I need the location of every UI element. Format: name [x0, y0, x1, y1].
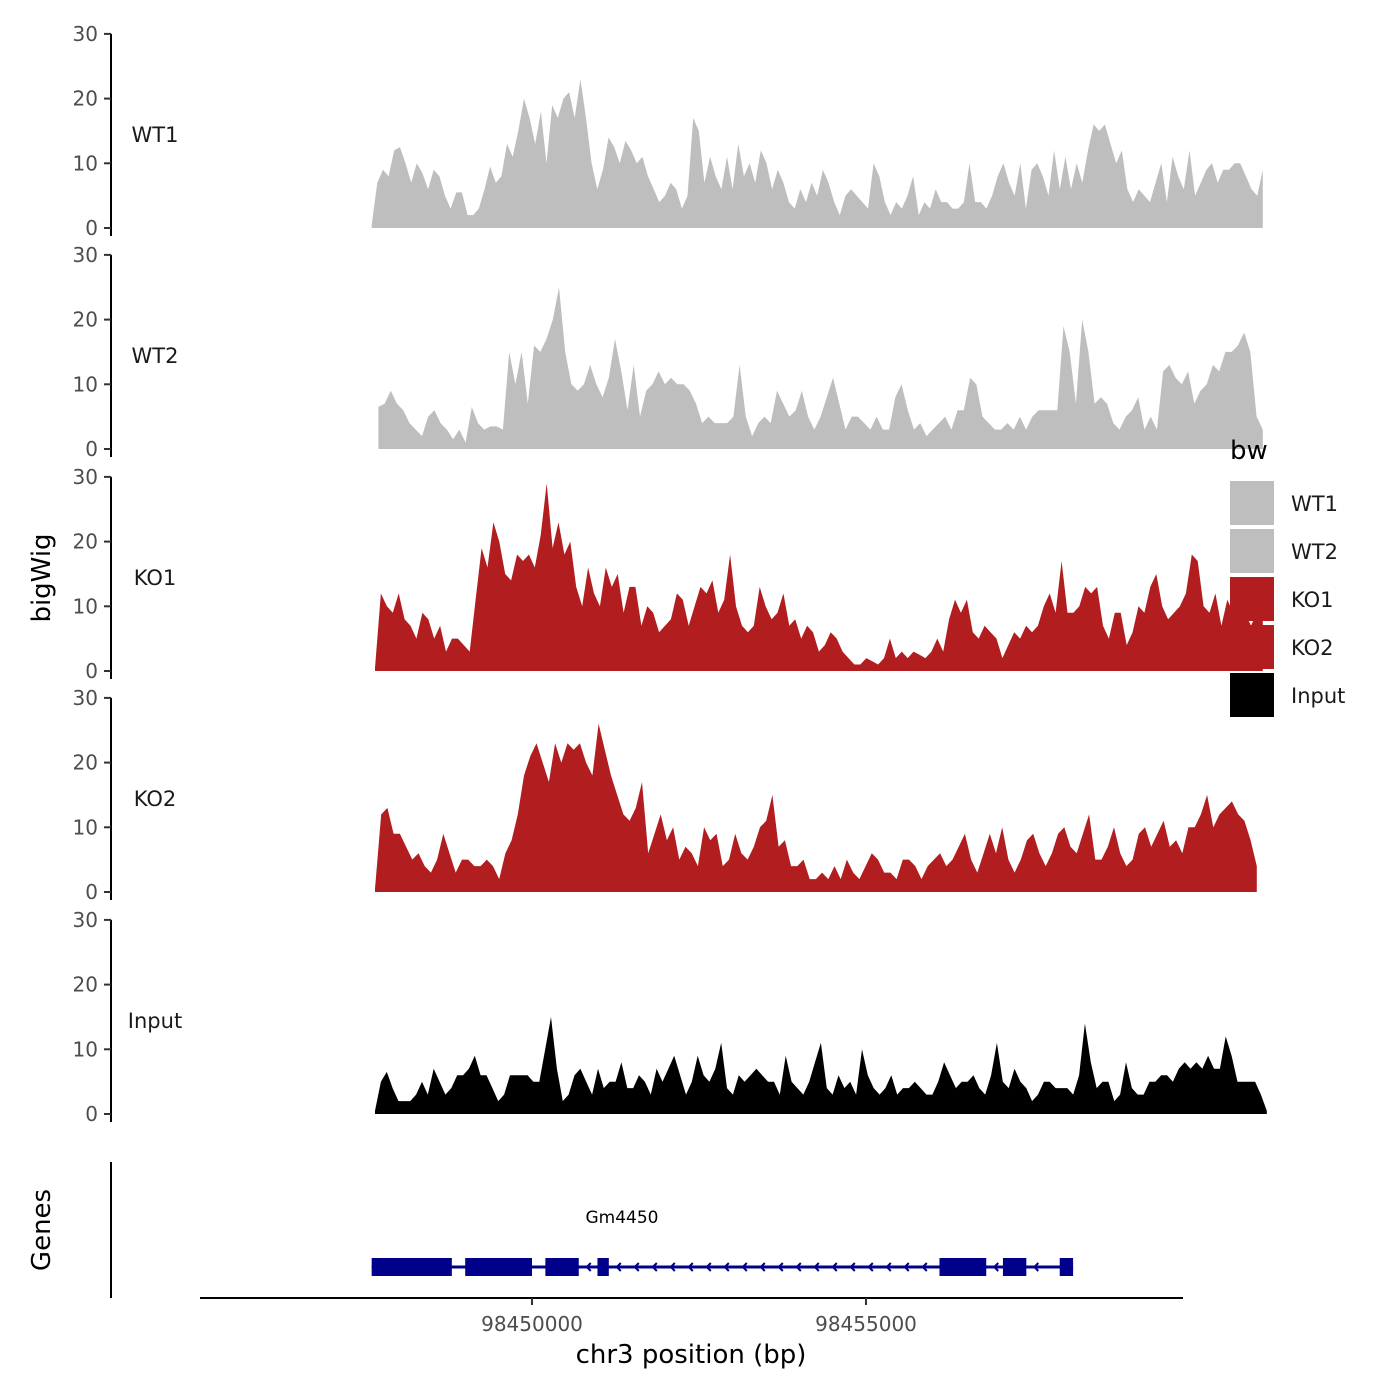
x-axis: 98450000 98455000 [200, 1297, 1183, 1336]
legend: bw WT1 WT2 KO1 KO2 Input [1230, 436, 1345, 717]
legend-label-input: Input [1291, 684, 1345, 708]
strand-arrow [585, 1262, 592, 1272]
gene-exon [371, 1258, 452, 1276]
x-tick-label: 98455000 [815, 1312, 917, 1336]
y-axis-input: 0 10 20 30 [73, 908, 112, 1126]
y-tick-label: 30 [73, 908, 98, 932]
track-input: Input [128, 1009, 1267, 1114]
gene-exon [1002, 1258, 1027, 1276]
y-axis-ko2: 0 10 20 30 [73, 686, 112, 904]
legend-key-input [1230, 673, 1274, 717]
track-label-wt1: WT1 [132, 123, 179, 147]
signal-area-wt2 [378, 287, 1263, 449]
strand-arrow [795, 1262, 802, 1272]
y-tick-label: 0 [85, 1102, 98, 1126]
y-tick-label: 20 [73, 973, 98, 997]
y-tick-label: 10 [73, 594, 98, 618]
y-tick-label: 0 [85, 437, 98, 461]
legend-key-wt1 [1230, 481, 1274, 525]
strand-arrow [723, 1262, 730, 1272]
y-tick-label: 30 [73, 243, 98, 267]
strand-arrow [813, 1262, 820, 1272]
signal-area-input [375, 1017, 1267, 1114]
y-tick-label: 10 [73, 372, 98, 396]
legend-key-ko1 [1230, 577, 1274, 621]
strand-arrow [615, 1262, 622, 1272]
y-tick-label: 20 [73, 308, 98, 332]
y-tick-label: 10 [73, 1037, 98, 1061]
legend-key-ko2 [1230, 625, 1274, 669]
y-tick-label: 10 [73, 151, 98, 175]
gene-exon [597, 1258, 609, 1276]
y-tick-label: 0 [85, 659, 98, 683]
strand-arrow [831, 1262, 838, 1272]
strand-arrow [759, 1262, 766, 1272]
y-tick-label: 0 [85, 216, 98, 240]
strand-arrow [687, 1262, 694, 1272]
strand-arrow [633, 1262, 640, 1272]
track-wt1: WT1 [132, 79, 1263, 228]
signal-area-ko1 [375, 483, 1263, 671]
track-ko2: KO2 [134, 723, 1257, 892]
gene-name-label: Gm4450 [586, 1208, 659, 1228]
x-tick-label: 98450000 [481, 1312, 583, 1336]
gene-exon [465, 1258, 532, 1276]
strand-arrow [903, 1262, 910, 1272]
track-label-input: Input [128, 1009, 182, 1033]
gene-exon [1059, 1258, 1074, 1276]
track-label-ko2: KO2 [134, 787, 177, 811]
legend-label-ko1: KO1 [1291, 588, 1334, 612]
genes-panel: Genes Gm4450 [27, 1162, 1074, 1298]
legend-label-wt1: WT1 [1291, 492, 1338, 516]
y-tick-label: 30 [73, 465, 98, 489]
track-label-wt2: WT2 [132, 344, 179, 368]
y-tick-label: 20 [73, 87, 98, 111]
track-label-ko1: KO1 [134, 566, 177, 590]
y-tick-label: 10 [73, 815, 98, 839]
strand-arrow [705, 1262, 712, 1272]
legend-key-wt2 [1230, 529, 1274, 573]
track-ko1: KO1 [134, 483, 1263, 671]
y-tick-label: 30 [73, 22, 98, 46]
gene-exon [939, 1258, 987, 1276]
legend-label-wt2: WT2 [1291, 540, 1338, 564]
genes-axis-title: Genes [27, 1189, 57, 1271]
strand-arrow [867, 1262, 874, 1272]
strand-arrow [849, 1262, 856, 1272]
signal-tracks: WT1 WT2 KO1 KO2 Input [128, 79, 1267, 1114]
strand-arrow [921, 1262, 928, 1272]
gene-gm4450: Gm4450 [371, 1208, 1074, 1276]
legend-title: bw [1230, 436, 1268, 466]
track-wt2: WT2 [132, 287, 1263, 449]
strand-arrow [1032, 1262, 1040, 1272]
legend-label-ko2: KO2 [1291, 636, 1334, 660]
gene-models: Gm4450 [371, 1208, 1074, 1276]
y-axis-ko1: 0 10 20 30 [73, 465, 112, 683]
y-axis-wt2: 0 10 20 30 [73, 243, 112, 461]
y-tick-label: 0 [85, 880, 98, 904]
strand-arrow [651, 1262, 658, 1272]
strand-arrow [669, 1262, 676, 1272]
y-tick-label: 20 [73, 530, 98, 554]
y-tick-label: 30 [73, 686, 98, 710]
strand-arrow [741, 1262, 748, 1272]
y-tick-label: 20 [73, 751, 98, 775]
signal-area-ko2 [375, 723, 1257, 892]
strand-arrow [992, 1262, 999, 1272]
strand-arrow [777, 1262, 784, 1272]
x-axis-title: chr3 position (bp) [576, 1340, 807, 1370]
signal-area-wt1 [371, 79, 1263, 228]
strand-arrow [885, 1262, 892, 1272]
y-axis-title: bigWig [27, 533, 57, 622]
y-axes: 0 10 20 30 0 10 20 30 0 10 20 30 0 10 20 30 0 10 20 30 [73, 22, 112, 1126]
gene-exon [545, 1258, 579, 1276]
y-axis-wt1: 0 10 20 30 [73, 22, 112, 240]
